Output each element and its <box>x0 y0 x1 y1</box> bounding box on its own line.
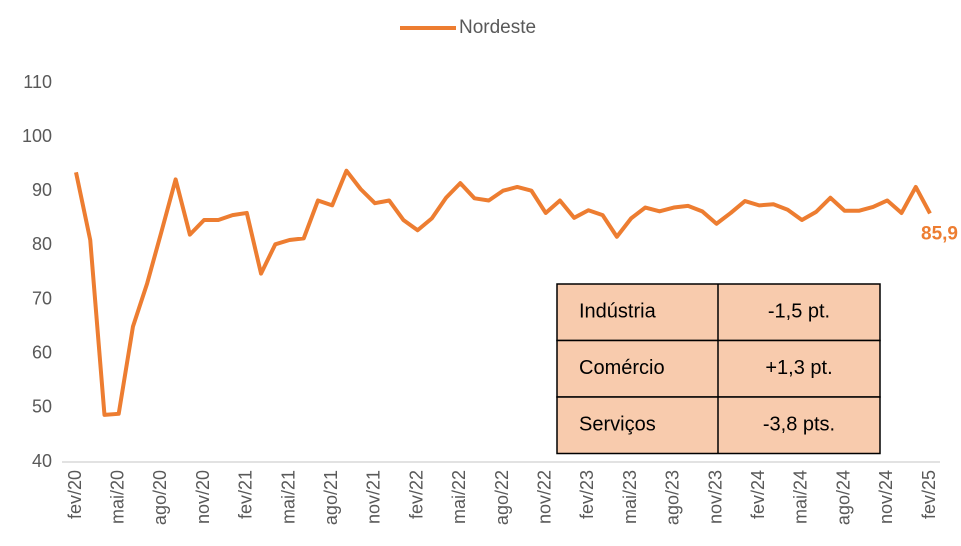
value-label: 85,9 <box>921 223 958 244</box>
y-tick-label: 70 <box>32 288 52 308</box>
table-cell: -1,5 pt. <box>768 301 830 323</box>
y-tick-label: 80 <box>32 234 52 254</box>
data-line <box>74 168 932 417</box>
y-tick-label: 110 <box>23 72 52 92</box>
x-tick-label: mai/20 <box>107 470 127 524</box>
x-tick-label: nov/23 <box>705 470 725 524</box>
y-tick-label: 50 <box>32 397 52 417</box>
table-cell: +1,3 pt. <box>765 357 832 379</box>
x-tick-label: mai/23 <box>620 470 640 524</box>
y-tick-label: 40 <box>32 451 52 471</box>
x-tick-label: fev/22 <box>406 470 426 519</box>
x-tick-label: fev/21 <box>236 470 256 519</box>
y-tick-label: 100 <box>22 126 52 146</box>
table-cell: Indústria <box>579 301 657 323</box>
x-tick-label: ago/22 <box>492 470 512 525</box>
x-tick-label: ago/24 <box>833 470 853 525</box>
x-tick-label: ago/23 <box>663 470 683 525</box>
x-tick-label: mai/22 <box>449 470 469 524</box>
y-tick-label: 90 <box>32 180 52 200</box>
x-tick-label: ago/21 <box>321 470 341 525</box>
x-tick-label: mai/21 <box>278 470 298 524</box>
table-cell: -3,8 pts. <box>763 414 835 436</box>
x-tick-label: nov/22 <box>534 470 554 524</box>
x-tick-label: fev/24 <box>748 470 768 519</box>
x-tick-label: fev/20 <box>65 470 85 519</box>
x-tick-label: nov/20 <box>193 470 213 524</box>
x-tick-label: fev/25 <box>919 470 939 519</box>
x-tick-label: nov/24 <box>876 470 896 524</box>
x-tick-label: nov/21 <box>364 470 384 524</box>
y-tick-label: 60 <box>32 342 52 362</box>
x-tick-label: mai/24 <box>791 470 811 524</box>
legend-label: Nordeste <box>459 17 536 38</box>
table-cell: Serviços <box>579 414 656 436</box>
x-tick-label: ago/20 <box>150 470 170 525</box>
table-cell: Comércio <box>579 357 665 379</box>
x-tick-label: fev/23 <box>577 470 597 519</box>
